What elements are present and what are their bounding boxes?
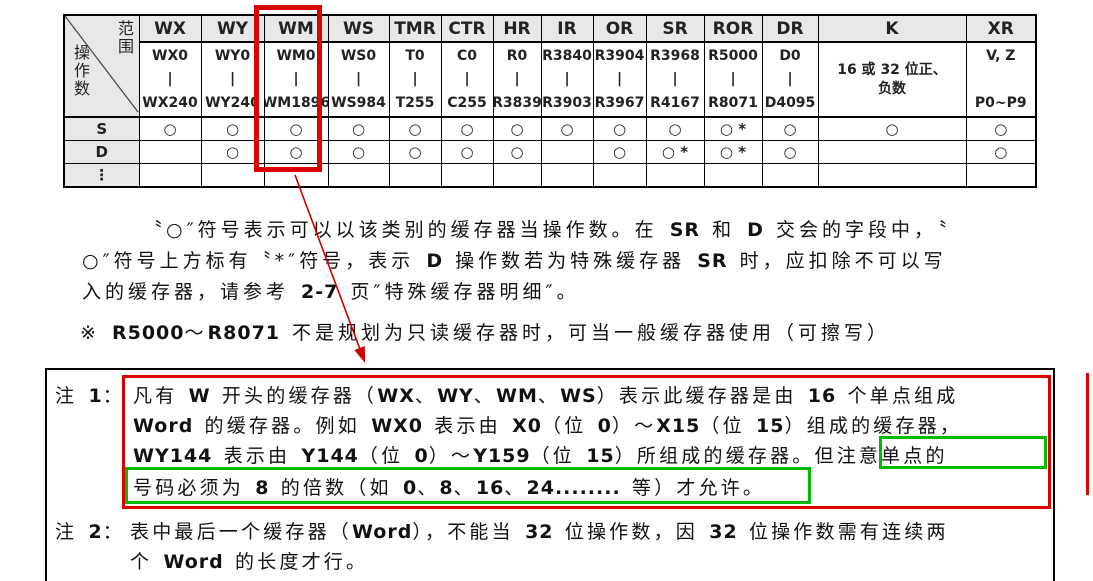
mark-d-wx (138, 140, 202, 164)
mark-s-xr: ○ (965, 116, 1037, 141)
note2-line1: 表中最后一个缓存器（Word），不能当 32 位操作数，因 32 位操作数需有连… (130, 521, 949, 543)
green-highlight-box-1 (879, 436, 1047, 469)
column-header-wx: WX (138, 14, 202, 43)
range-cell-wx: WX0 | WX240 (138, 41, 202, 118)
column-header-dr: DR (761, 14, 819, 43)
wm-column-highlight-rect (254, 5, 322, 172)
annotation-arrow (294, 174, 366, 363)
column-header-ctr: CTR (440, 14, 494, 43)
column-header-ws: WS (327, 14, 390, 43)
mark-d-ror: ○ * (703, 140, 763, 164)
row-label-more: ⋮ (63, 163, 140, 188)
mark-s-ror: ○ * (703, 116, 763, 141)
range-cell-wy: WY0 | WY240 (200, 41, 265, 118)
note2-line2: 个 Word 的长度才行。 (130, 551, 369, 573)
range-cell-ror: R5000 | R8071 (703, 41, 763, 118)
mark-d-dr: ○ (761, 140, 819, 164)
column-header-k: K (817, 14, 967, 43)
notes-border-box (45, 368, 1055, 581)
column-header-tmr: TMR (388, 14, 442, 43)
mark-d-ws: ○ (327, 140, 390, 164)
row-label-d: D (63, 140, 140, 164)
mark-s-ws: ○ (327, 116, 390, 141)
corner-label-range: 范围 (115, 20, 134, 56)
range-cell-k: 16 或 32 位正、 负数 (817, 41, 967, 118)
note1-line2: Word 的缓存器。例如 WX0 表示由 X0（位 0）～X15（位 15）组成… (133, 415, 963, 437)
note2-label: 注 2： (55, 521, 125, 543)
mark-s-k: ○ (817, 116, 967, 141)
range-cell-ir: R3840 | R3903 (540, 41, 594, 118)
mark-s-tmr: ○ (388, 116, 442, 141)
mark-s-sr: ○ (645, 116, 705, 141)
mark-s-wx: ○ (138, 116, 202, 141)
mark-d-tmr: ○ (388, 140, 442, 164)
range-cell-tmr: T0 | T255 (388, 41, 442, 118)
paragraph1-line3: 入的缓存器，请参考 2-7 页″特殊缓存器明细″。 (82, 281, 580, 303)
column-header-wy: WY (200, 14, 265, 43)
paragraph2-remark: ※ R5000～R8071 不是规划为只读缓存器时，可当一般缓存器使用（可擦写） (80, 322, 891, 344)
range-cell-ctr: C0 | C255 (440, 41, 494, 118)
paragraph1-line2: ○″符号上方标有〝*″符号，表示 D 操作数若为特殊缓存器 SR 时，应扣除不可… (82, 250, 947, 272)
column-header-ror: ROR (703, 14, 763, 43)
note1-line4: 号码必须为 8 的倍数（如 0、8、16、24........ 等）才允许。 (133, 477, 766, 499)
range-cell-hr: R0 | R3839 (492, 41, 542, 118)
column-header-hr: HR (492, 14, 542, 43)
mark-s-hr: ○ (492, 116, 542, 141)
mark-d-k (817, 140, 967, 164)
margin-change-bar (1086, 373, 1089, 495)
mark-s-or: ○ (592, 116, 647, 141)
column-header-ir: IR (540, 14, 594, 43)
note1-line1: 凡有 W 开头的缓存器（WX、WY、WM、WS）表示此缓存器是由 16 个单点组… (133, 385, 959, 407)
corner-label-operand: 操作数 (71, 44, 90, 98)
column-header-xr: XR (965, 14, 1037, 43)
column-header-sr: SR (645, 14, 705, 43)
note1-red-highlight-box (122, 375, 1051, 509)
mark-d-ctr: ○ (440, 140, 494, 164)
range-cell-xr: V, Z P0~P9 (965, 41, 1037, 118)
column-header-or: OR (592, 14, 647, 43)
range-cell-sr: R3968 | R4167 (645, 41, 705, 118)
empty-cell (138, 163, 202, 188)
range-cell-or: R3904 | R3967 (592, 41, 647, 118)
mark-s-dr: ○ (761, 116, 819, 141)
green-highlight-box-2 (125, 467, 811, 504)
mark-s-ctr: ○ (440, 116, 494, 141)
row-label-s: S (63, 116, 140, 141)
mark-d-wy: ○ (200, 140, 265, 164)
mark-d-sr: ○ * (645, 140, 705, 164)
note1-label: 注 1： (55, 385, 125, 407)
range-cell-dr: D0 | D4095 (761, 41, 819, 118)
mark-s-wy: ○ (200, 116, 265, 141)
operand-range-table: WX WY WM WS TMR CTR HR IR OR SR ROR DR K… (63, 14, 1037, 188)
mark-d-xr: ○ (965, 140, 1037, 164)
mark-d-or: ○ (592, 140, 647, 164)
mark-d-ir (540, 140, 594, 164)
note1-line3: WY144 表示由 Y144（位 0）～Y159（位 15）所组成的缓存器。但注… (133, 445, 948, 467)
mark-d-hr: ○ (492, 140, 542, 164)
paragraph1-line1: 〝○″符号表示可以以该类别的缓存器当操作数。在 SR 和 D 交会的字段中，〝 (143, 219, 951, 241)
range-cell-ws: WS0 | WS984 (327, 41, 390, 118)
mark-s-ir: ○ (540, 116, 594, 141)
